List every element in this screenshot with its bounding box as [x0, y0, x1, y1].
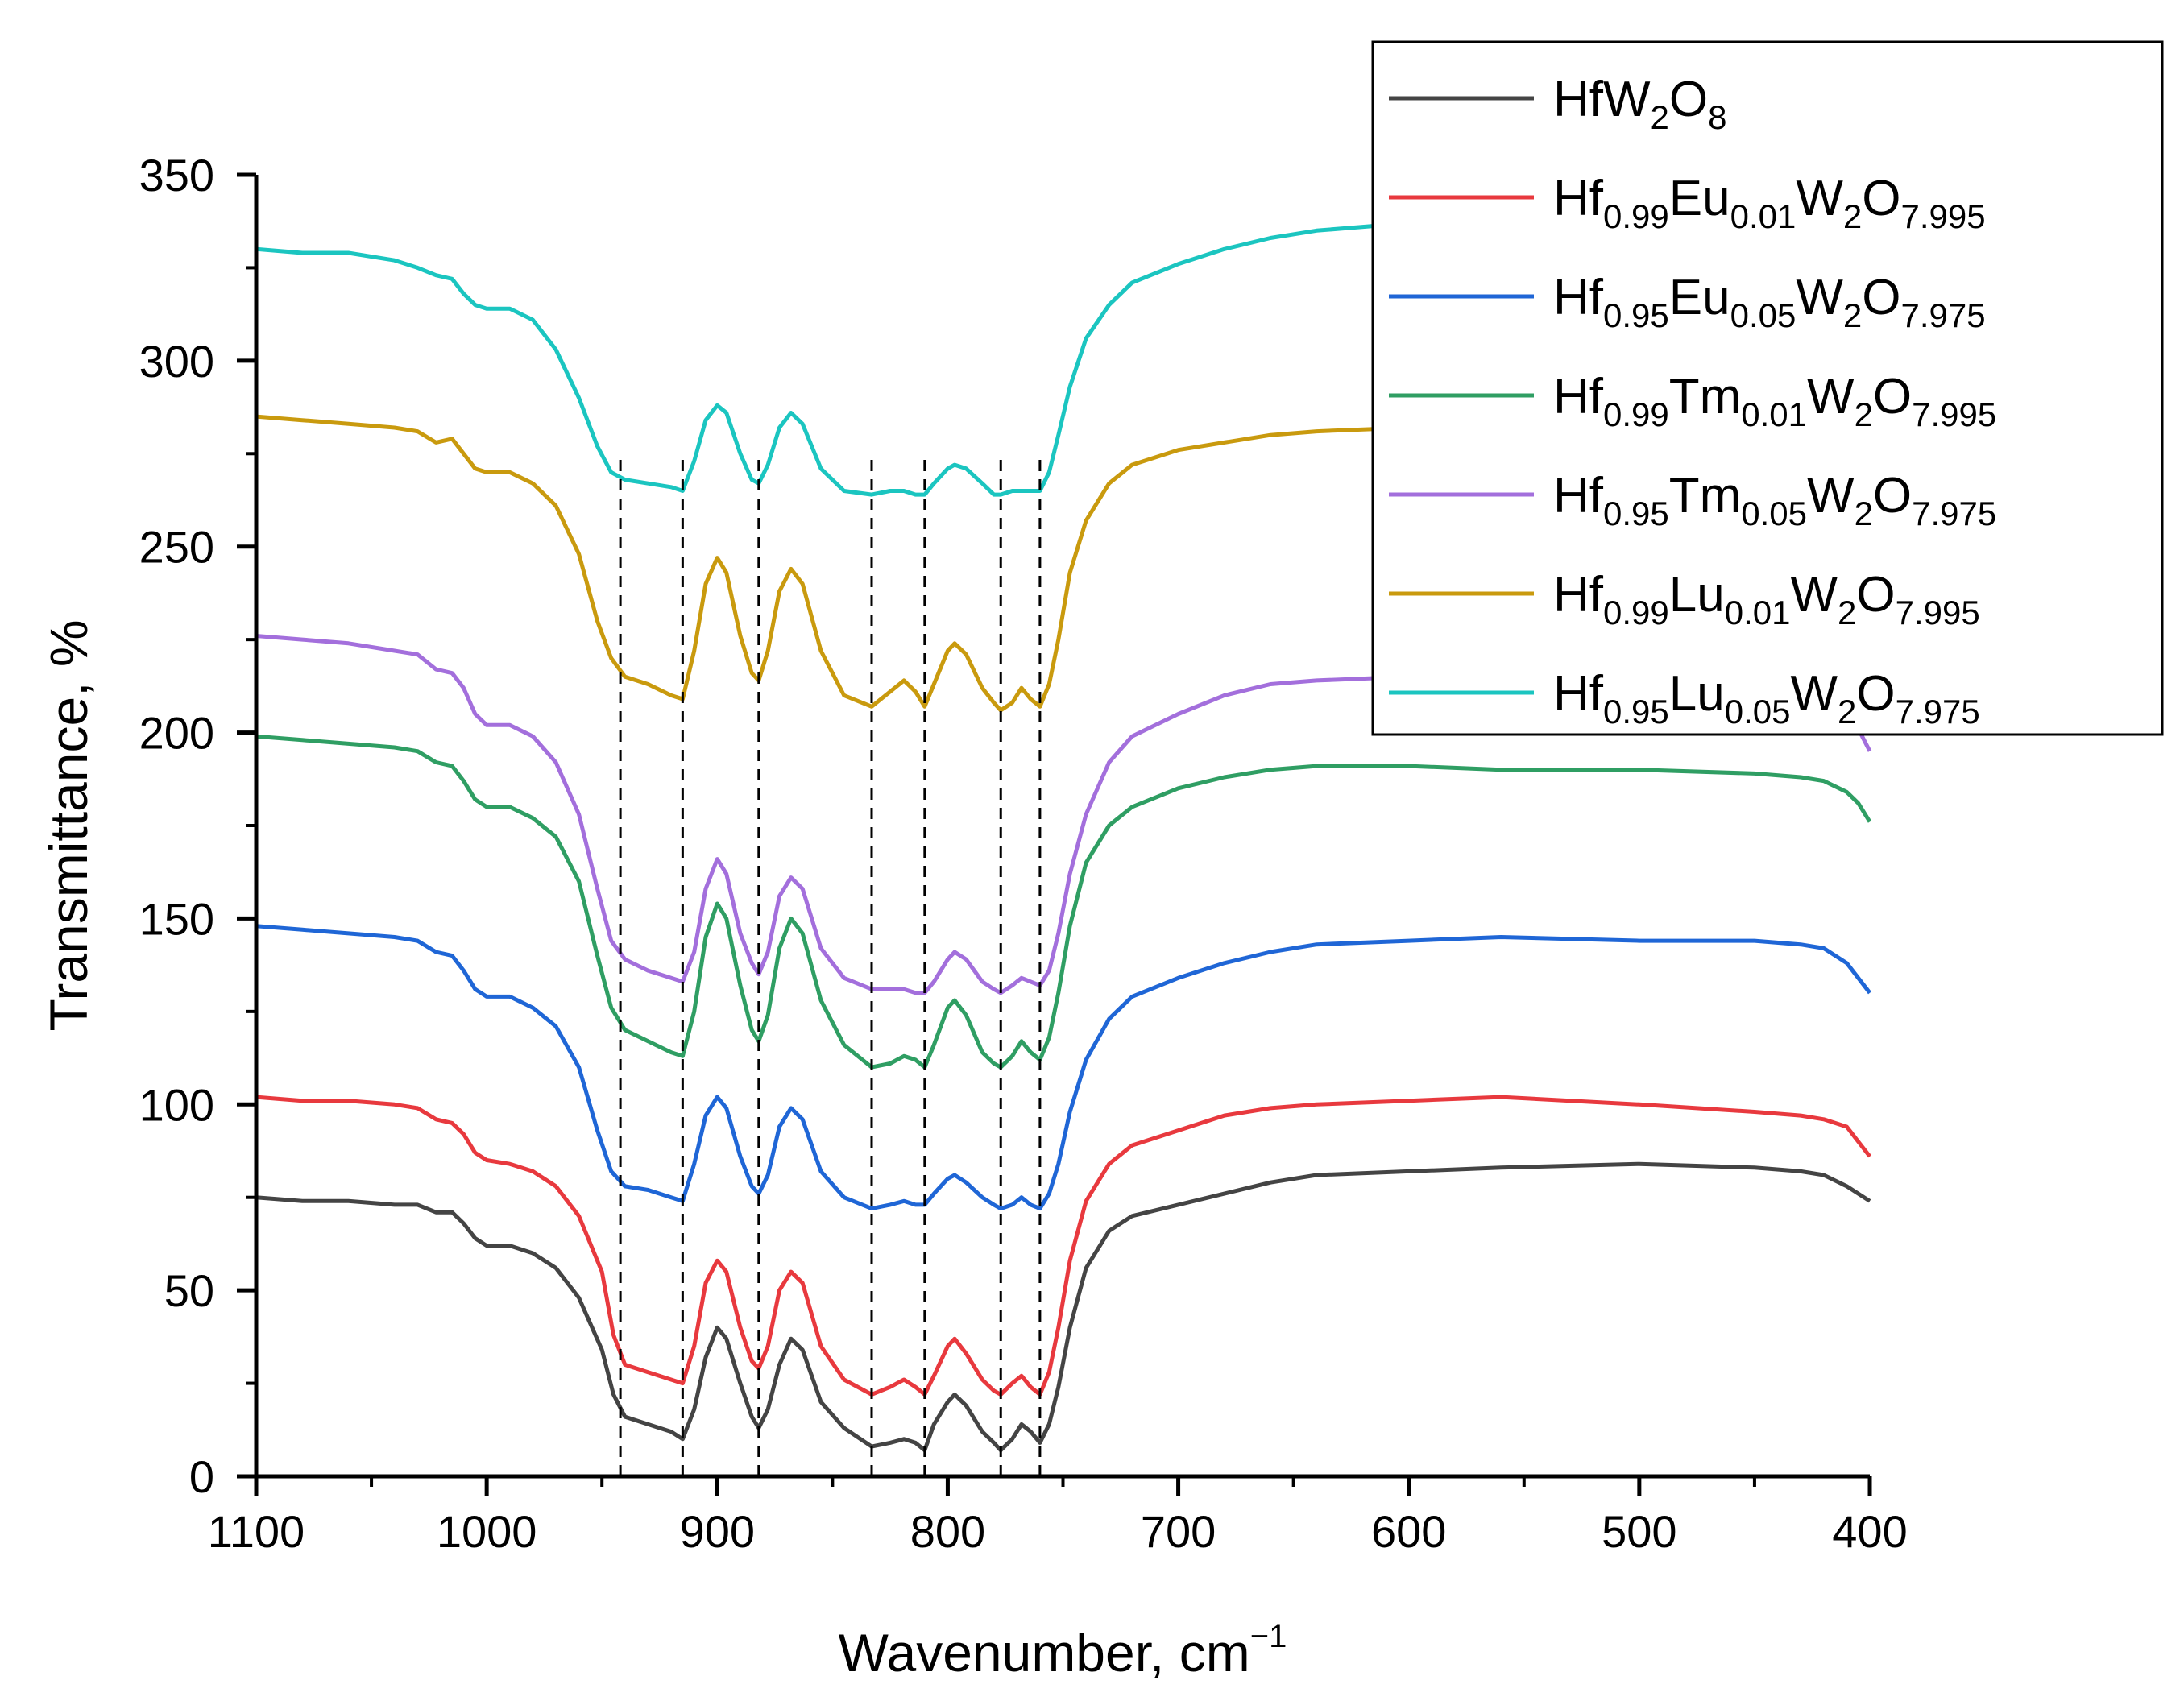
y-tick-label-250: 250 — [139, 522, 214, 573]
y-tick-label-100: 100 — [139, 1079, 214, 1130]
y-ticks: 0 50 100 150 200 250 300 350 — [139, 150, 256, 1502]
series-line-4 — [255, 634, 1872, 995]
y-tick-label-150: 150 — [139, 893, 214, 944]
y-tick-label-200: 200 — [139, 708, 214, 759]
y-tick-label-50: 50 — [164, 1265, 214, 1316]
legend-label-2: Hf0.95Eu0.05W2O7.975 — [1553, 270, 1986, 334]
legend-label-3: Hf0.99Tm0.01W2O7.995 — [1553, 369, 1996, 433]
y-axis-title: Transmittance, % — [39, 619, 98, 1031]
x-axis-title: Wavenumber, cm−1 — [839, 1619, 1287, 1682]
legend-label-0: HfW2O8 — [1553, 72, 1726, 136]
x-ticks: 1100 1000 900 800 700 600 500 400 — [208, 1476, 1908, 1557]
x-tick-label-1000: 1000 — [437, 1506, 537, 1557]
legend-label-4: Hf0.95Tm0.05W2O7.975 — [1553, 468, 1996, 532]
x-tick-label-500: 500 — [1602, 1506, 1676, 1557]
y-tick-label-0: 0 — [189, 1451, 214, 1502]
series-line-6 — [255, 217, 1871, 497]
series-line-1 — [255, 1095, 1871, 1397]
series-layer — [255, 217, 1872, 1453]
x-tick-label-600: 600 — [1371, 1506, 1446, 1557]
legend-label-5: Hf0.99Lu0.01W2O7.995 — [1553, 567, 1980, 631]
series-line-2 — [255, 924, 1871, 1211]
legend-box — [1371, 40, 2164, 736]
x-tick-label-900: 900 — [680, 1506, 755, 1557]
x-tick-label-700: 700 — [1141, 1506, 1216, 1557]
legend-label-1: Hf0.99Eu0.01W2O7.995 — [1553, 171, 1986, 235]
y-tick-label-300: 300 — [139, 336, 214, 387]
reference-lines — [619, 453, 1042, 1476]
y-tick-label-350: 350 — [139, 150, 214, 201]
x-tick-label-1100: 1100 — [208, 1506, 305, 1557]
legend: HfW2O8 Hf0.99Eu0.01W2O7.995 Hf0.95Eu0.05W2… — [1371, 40, 2164, 736]
legend-label-6: Hf0.95Lu0.05W2O7.975 — [1553, 666, 1980, 730]
x-tick-label-800: 800 — [910, 1506, 985, 1557]
series-line-3 — [255, 734, 1872, 1070]
series-line-5 — [255, 414, 1871, 713]
x-tick-label-400: 400 — [1832, 1506, 1907, 1557]
